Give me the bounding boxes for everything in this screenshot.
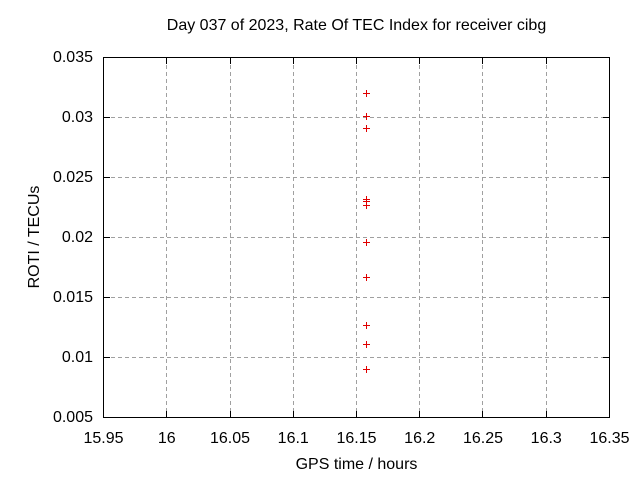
y-tick-label: 0.015 bbox=[52, 288, 93, 306]
data-point-marker bbox=[363, 202, 370, 209]
chart-title: Day 037 of 2023, Rate Of TEC Index for r… bbox=[166, 17, 547, 34]
y-tick-label: 0.025 bbox=[52, 168, 93, 186]
data-point-marker bbox=[363, 239, 370, 246]
y-tick-label: 0.005 bbox=[52, 408, 93, 426]
x-tick-label: 16.05 bbox=[209, 430, 251, 447]
x-tick-label: 16.3 bbox=[530, 430, 562, 447]
x-tick-label: 15.95 bbox=[83, 430, 124, 447]
y-tick-label: 0.03 bbox=[61, 108, 93, 126]
data-point-marker bbox=[363, 90, 370, 97]
y-tick-label: 0.01 bbox=[61, 348, 93, 366]
data-point-marker bbox=[363, 322, 370, 329]
data-point-marker bbox=[363, 125, 370, 132]
data-point-marker bbox=[363, 274, 370, 281]
y-tick-label: 0.02 bbox=[61, 228, 93, 246]
x-tick-label: 16.25 bbox=[462, 430, 504, 447]
x-tick-label: 16.35 bbox=[589, 430, 630, 447]
x-tick-label: 16.1 bbox=[277, 430, 309, 447]
data-point-marker bbox=[363, 366, 370, 373]
plot-border bbox=[103, 57, 610, 418]
y-tick-label: 0.035 bbox=[52, 48, 93, 66]
x-axis-label: GPS time / hours bbox=[295, 456, 418, 473]
x-tick-label: 16.2 bbox=[404, 430, 436, 447]
x-tick-label: 16 bbox=[157, 430, 176, 447]
data-point-marker bbox=[363, 341, 370, 348]
x-tick-label: 16.15 bbox=[336, 430, 377, 447]
data-point-marker bbox=[363, 113, 370, 120]
